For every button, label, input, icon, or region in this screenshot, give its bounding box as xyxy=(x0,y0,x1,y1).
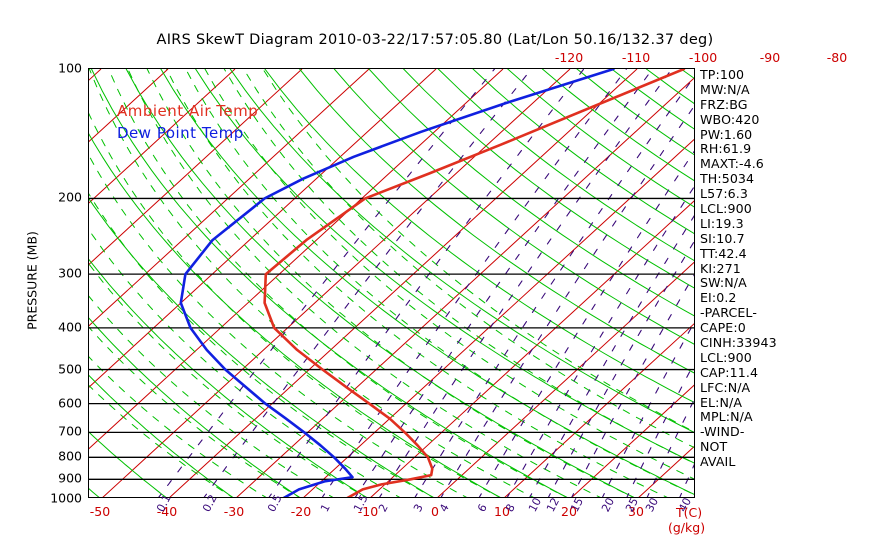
mixing-ratio-tick-6: 6 xyxy=(475,501,491,515)
top-temp-tick--90: -90 xyxy=(759,50,781,65)
legend-dew-point-temp: Dew Point Temp xyxy=(117,124,244,142)
y-axis-title: PRESSURE (MB) xyxy=(24,231,40,330)
bottom-temp-tick--30: -30 xyxy=(223,504,245,519)
pressure-tick-900: 900 xyxy=(58,470,82,486)
index-line-19: LCL:900 xyxy=(700,349,752,365)
mixing-ratio-tick-10: 10 xyxy=(525,495,544,515)
index-line-0: TP:100 xyxy=(700,67,745,82)
index-line-24: -WIND- xyxy=(700,424,745,440)
pressure-tick-800: 800 xyxy=(58,448,82,464)
top-temp-tick--100: -100 xyxy=(688,50,718,65)
mixing-ratio-tick-1: 1 xyxy=(318,501,333,515)
index-line-26: AVAIL xyxy=(700,454,736,470)
index-line-20: CAP:11.4 xyxy=(700,364,759,380)
pressure-tick-100: 100 xyxy=(58,60,82,76)
index-line-17: CAPE:0 xyxy=(700,320,746,336)
index-line-13: KI:271 xyxy=(700,260,741,276)
index-line-10: LI:19.3 xyxy=(700,215,744,231)
bottom-temp-tick-20: 20 xyxy=(561,504,577,519)
bottom-temp-tick--10: -10 xyxy=(357,504,379,519)
indices-panel: TP:100 MW:N/A FRZ:BG WBO:420 PW:1.60 RH:61.9 M… xyxy=(700,67,868,470)
index-line-5: RH:61.9 xyxy=(700,141,752,157)
index-line-21: LFC:N/A xyxy=(700,379,751,395)
pressure-tick-600: 600 xyxy=(58,395,82,411)
index-line-3: WBO:420 xyxy=(700,111,760,127)
legend-ambient-air-temp: Ambient Air Temp xyxy=(117,102,259,120)
index-line-16: -PARCEL- xyxy=(700,305,757,321)
mixing-ratio-units: (g/kg) xyxy=(668,520,706,535)
skewt-profiles xyxy=(179,69,686,497)
bottom-temp-tick-10: 10 xyxy=(494,504,510,519)
index-line-1: MW:N/A xyxy=(700,81,750,97)
mixing-ratio-tick-30: 30 xyxy=(643,495,662,515)
index-line-25: NOT xyxy=(700,439,728,455)
bottom-temp-tick-30: 30 xyxy=(628,504,644,519)
index-line-23: MPL:N/A xyxy=(700,409,753,425)
skewt-grid xyxy=(89,69,694,497)
top-temp-tick--120: -120 xyxy=(554,50,584,65)
pressure-tick-400: 400 xyxy=(58,319,82,335)
index-line-14: SW:N/A xyxy=(700,275,747,291)
pressure-tick-700: 700 xyxy=(58,423,82,439)
mixing-ratio-tick-12: 12 xyxy=(544,495,563,515)
mixing-ratio-tick-4: 4 xyxy=(437,501,452,515)
pressure-tick-500: 500 xyxy=(58,361,82,377)
top-temp-tick--110: -110 xyxy=(621,50,651,65)
pressure-tick-300: 300 xyxy=(58,265,82,281)
x-axis-title: T(C) xyxy=(676,505,703,520)
index-line-2: FRZ:BG xyxy=(700,96,748,112)
page-title: AIRS SkewT Diagram 2010-03-22/17:57:05.8… xyxy=(156,32,714,48)
index-line-6: MAXT:-4.6 xyxy=(700,156,764,172)
index-line-4: PW:1.60 xyxy=(700,126,753,142)
bottom-temp-tick--40: -40 xyxy=(156,504,178,519)
plot-area: Ambient Air Temp Dew Point Temp xyxy=(88,68,695,498)
index-line-18: CINH:33943 xyxy=(700,335,777,351)
bottom-temp-tick--50: -50 xyxy=(89,504,111,519)
index-line-22: EL:N/A xyxy=(700,394,743,410)
mixing-ratio-tick-3: 3 xyxy=(410,501,426,515)
index-line-15: EI:0.2 xyxy=(700,290,737,306)
index-line-9: LCL:900 xyxy=(700,201,752,217)
pressure-tick-200: 200 xyxy=(58,189,82,205)
index-line-11: SI:10.7 xyxy=(700,230,745,246)
mixing-ratio-tick-20: 20 xyxy=(598,495,617,515)
bottom-temp-tick--20: -20 xyxy=(290,504,312,519)
index-line-7: TH:5034 xyxy=(700,171,755,187)
pressure-tick-1000: 1000 xyxy=(50,490,82,506)
index-line-12: TT:42.4 xyxy=(700,245,747,261)
bottom-temp-tick-0: 0 xyxy=(431,504,439,519)
index-line-8: L57:6.3 xyxy=(700,186,749,202)
top-temp-tick--80: -80 xyxy=(826,50,848,65)
